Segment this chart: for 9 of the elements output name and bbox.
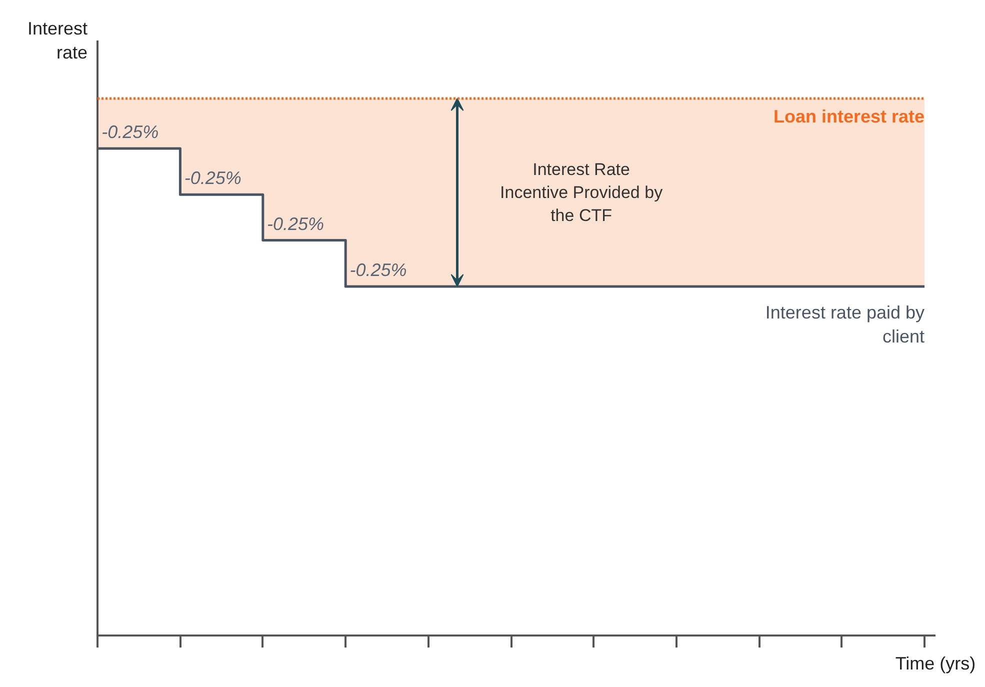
annotation: Interest Rate Incentive Provided by the CTF (500, 160, 664, 225)
x-axis-title: Time (yrs) (895, 654, 976, 674)
annotation: -0.25% (350, 260, 407, 280)
annotation: -0.25% (102, 122, 159, 142)
series-label: Interest rate paid by client (765, 302, 925, 347)
annotation: -0.25% (267, 214, 324, 234)
annotation: -0.25% (184, 168, 242, 188)
series-label: Loan interest rate (773, 106, 925, 127)
y-axis-title: Interest rate (27, 18, 88, 62)
